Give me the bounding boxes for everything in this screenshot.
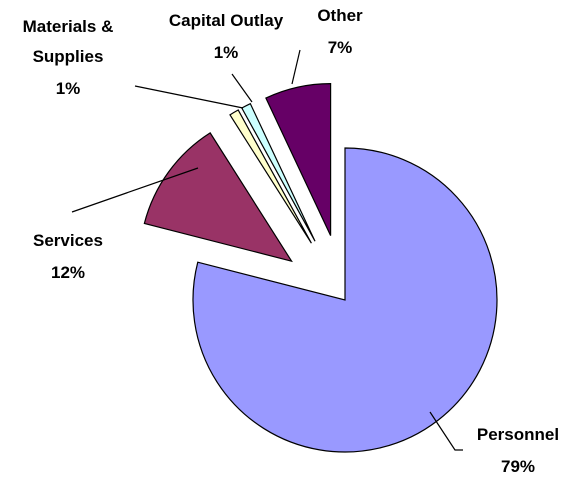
leader-line <box>71 167 199 213</box>
pie-slice <box>143 132 293 263</box>
value-label: 12% <box>50 263 86 282</box>
category-name: Materials & Supplies <box>22 17 114 66</box>
pie-slice <box>192 147 498 453</box>
slice-label: Capital Outlay 1% <box>146 10 306 64</box>
category-name: Capital Outlay <box>168 11 284 30</box>
leader-line <box>429 411 463 451</box>
value-label: 1% <box>213 43 239 62</box>
pie-slice <box>229 109 312 244</box>
category-name: Services <box>33 231 103 250</box>
value-label: 7% <box>327 38 353 57</box>
leader-line <box>134 85 244 109</box>
slice-label: Services 12% <box>8 230 128 284</box>
pie-slice <box>265 82 332 236</box>
value-label: 1% <box>55 79 81 98</box>
leader-line <box>231 73 253 103</box>
slice-label: Materials & Supplies 1% <box>0 12 143 100</box>
slice-label: Personnel 79% <box>463 424 573 478</box>
leader-line <box>291 49 301 85</box>
category-name: Other <box>317 6 363 25</box>
slice-label: Other 7% <box>295 5 385 59</box>
category-name: Personnel <box>476 425 560 444</box>
value-label: 79% <box>500 457 536 476</box>
